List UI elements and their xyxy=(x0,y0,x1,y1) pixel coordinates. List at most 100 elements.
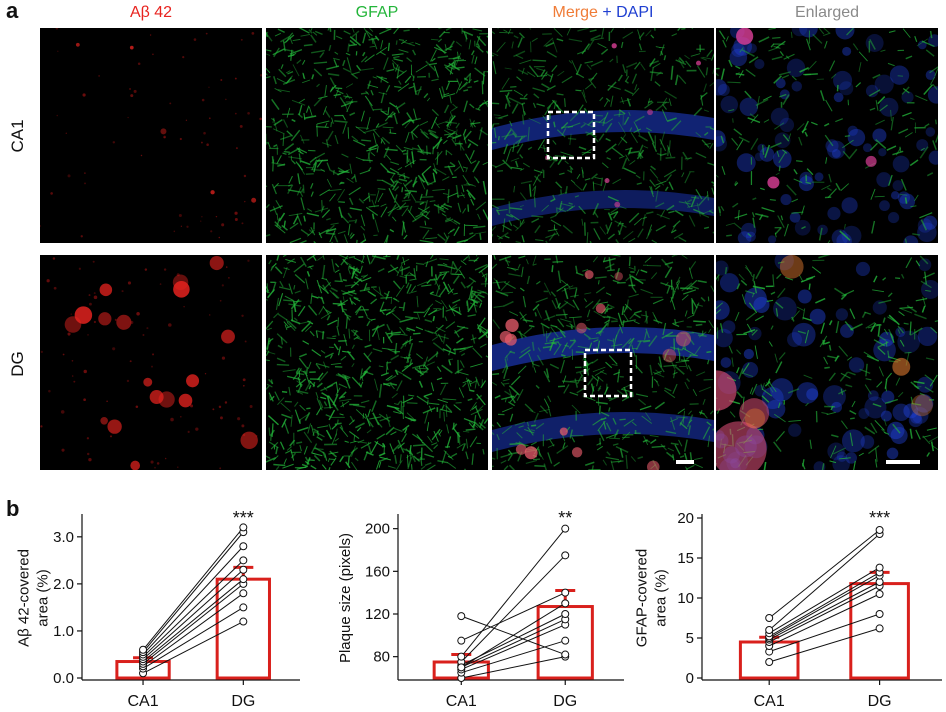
astrocyte-fiber xyxy=(535,197,536,207)
astrocyte-fiber xyxy=(361,215,364,226)
astrocyte-fiber xyxy=(646,30,652,36)
fluorescent-spot xyxy=(152,53,154,55)
astrocyte-fiber xyxy=(768,28,775,29)
fluorescent-spot xyxy=(842,197,858,213)
astrocyte-fiber xyxy=(417,296,418,307)
fluorescent-spot xyxy=(100,284,113,297)
astrocyte-fiber xyxy=(338,202,345,203)
astrocyte-fiber xyxy=(616,239,622,243)
astrocyte-fiber xyxy=(678,28,681,31)
astrocyte-fiber xyxy=(590,241,592,243)
astrocyte-fiber xyxy=(548,396,551,402)
astrocyte-fiber xyxy=(587,65,591,70)
fluorescent-spot xyxy=(50,192,53,195)
fluorescent-spot xyxy=(792,81,802,91)
astrocyte-fiber xyxy=(277,213,278,220)
data-point-dg xyxy=(562,600,569,607)
astrocyte-fiber xyxy=(706,67,707,75)
fluorescent-spot xyxy=(122,290,124,292)
astrocyte-fiber xyxy=(746,265,753,277)
astrocyte-fiber xyxy=(361,68,374,70)
merge-title: Merge xyxy=(553,4,598,21)
astrocyte-fiber xyxy=(595,277,607,278)
astrocyte-fiber xyxy=(429,63,437,64)
astrocyte-fiber xyxy=(385,112,393,121)
astrocyte-fiber xyxy=(831,435,838,437)
astrocyte-fiber xyxy=(522,235,524,242)
astrocyte-fiber xyxy=(352,363,354,366)
astrocyte-fiber xyxy=(382,137,389,143)
astrocyte-fiber xyxy=(442,214,446,217)
astrocyte-fiber xyxy=(709,329,711,333)
data-point-ca1 xyxy=(766,659,773,666)
astrocyte-fiber xyxy=(608,318,610,327)
astrocyte-fiber xyxy=(472,51,474,56)
astrocyte-fiber xyxy=(281,64,283,68)
astrocyte-fiber xyxy=(307,209,311,212)
astrocyte-fiber xyxy=(381,93,384,103)
astrocyte-fiber xyxy=(824,124,829,126)
astrocyte-fiber xyxy=(311,293,312,304)
astrocyte-fiber xyxy=(307,213,319,216)
fluorescent-spot xyxy=(136,405,139,408)
fluorescent-spot xyxy=(837,452,847,462)
astrocyte-fiber xyxy=(311,192,313,197)
astrocyte-fiber xyxy=(504,30,508,32)
astrocyte-fiber xyxy=(629,160,635,164)
astrocyte-fiber xyxy=(322,210,329,218)
astrocyte-fiber xyxy=(311,425,314,436)
dg-abeta-image xyxy=(40,255,262,470)
astrocyte-fiber xyxy=(408,418,416,420)
astrocyte-fiber xyxy=(472,55,474,64)
astrocyte-fiber xyxy=(527,276,529,284)
astrocyte-fiber xyxy=(306,408,310,409)
astrocyte-fiber xyxy=(299,354,306,357)
astrocyte-fiber xyxy=(292,120,296,122)
astrocyte-fiber xyxy=(432,189,444,190)
astrocyte-fiber xyxy=(402,200,411,201)
astrocyte-fiber xyxy=(557,39,563,41)
fluorescent-spot xyxy=(219,406,221,408)
astrocyte-fiber xyxy=(420,227,432,229)
fluorescent-spot xyxy=(260,74,262,76)
astrocyte-fiber xyxy=(523,296,525,307)
astrocyte-fiber xyxy=(600,406,601,415)
astrocyte-fiber xyxy=(423,408,435,413)
astrocyte-fiber xyxy=(707,163,714,165)
astrocyte-fiber xyxy=(796,161,802,162)
astrocyte-fiber xyxy=(424,304,433,313)
astrocyte-fiber xyxy=(409,279,416,280)
astrocyte-fiber xyxy=(469,233,473,234)
astrocyte-fiber xyxy=(607,158,611,160)
astrocyte-fiber xyxy=(447,129,455,132)
astrocyte-fiber xyxy=(905,133,912,138)
astrocyte-fiber xyxy=(424,393,432,396)
astrocyte-fiber xyxy=(493,282,507,283)
astrocyte-fiber xyxy=(654,28,656,31)
astrocyte-fiber xyxy=(631,132,638,142)
paired-line xyxy=(461,625,565,670)
astrocyte-fiber xyxy=(513,51,525,56)
astrocyte-fiber xyxy=(877,382,882,388)
astrocyte-fiber xyxy=(495,118,502,119)
fluorescent-spot xyxy=(72,360,74,362)
row-label-ca1: CA1 xyxy=(8,106,28,166)
astrocyte-fiber xyxy=(608,234,614,239)
astrocyte-fiber xyxy=(298,306,305,316)
astrocyte-fiber xyxy=(275,33,281,36)
fluorescent-spot xyxy=(56,28,58,30)
fluorescent-spot xyxy=(244,175,246,177)
astrocyte-fiber xyxy=(346,84,353,88)
fluorescent-spot xyxy=(240,125,243,128)
astrocyte-fiber xyxy=(448,189,449,203)
astrocyte-fiber xyxy=(383,127,394,128)
astrocyte-fiber xyxy=(531,219,538,223)
astrocyte-fiber xyxy=(536,281,540,284)
fluorescent-spot xyxy=(525,446,538,459)
astrocyte-fiber xyxy=(633,392,634,397)
astrocyte-fiber xyxy=(399,318,412,322)
astrocyte-fiber xyxy=(389,103,396,107)
astrocyte-fiber xyxy=(456,123,459,128)
astrocyte-fiber xyxy=(301,230,309,236)
astrocyte-fiber xyxy=(845,136,850,137)
